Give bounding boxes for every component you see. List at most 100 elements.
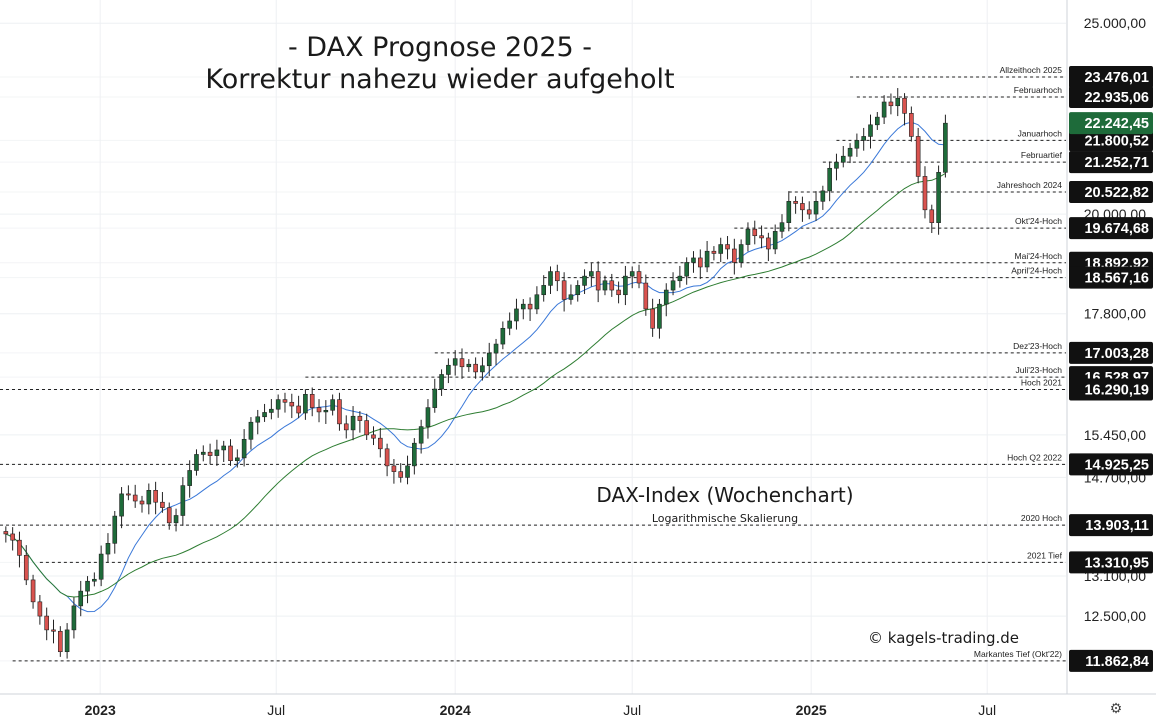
time-axis[interactable]: 2023 Jul 2024 Jul 2025 Jul: [85, 702, 997, 718]
candle: [480, 357, 485, 381]
candle: [132, 484, 138, 508]
current-price-label: 22.242,45: [1084, 116, 1149, 132]
candle-body: [582, 275, 587, 286]
candle-body: [58, 630, 63, 653]
candle: [697, 249, 703, 280]
candle: [745, 222, 751, 252]
candle: [323, 400, 329, 424]
candle-body: [269, 408, 274, 413]
level-name-label: Juli'23-Hoch: [1015, 365, 1062, 375]
candle: [589, 263, 594, 287]
level-name-label: Dez'23-Hoch: [1013, 341, 1062, 351]
candle-body: [248, 421, 254, 440]
level-price-badge: [1069, 341, 1153, 364]
candle-body: [3, 531, 9, 535]
candle: [827, 161, 832, 202]
candle-body: [663, 289, 669, 305]
level-price-badge: [1069, 85, 1153, 108]
level-price-badge: [1069, 66, 1153, 89]
candle: [330, 394, 335, 416]
candle: [875, 112, 880, 130]
candle: [289, 393, 295, 419]
candle: [663, 283, 669, 317]
candle: [568, 284, 574, 305]
candle: [534, 286, 540, 315]
time-tick-label: Jul: [623, 702, 641, 718]
candle-body: [160, 501, 165, 508]
candle: [595, 261, 601, 303]
candle-body: [793, 201, 798, 204]
candle-body: [432, 388, 438, 408]
price-axis[interactable]: 25.000,0020.000,0017.800,0015.450,0014.7…: [1069, 15, 1153, 672]
level-name-label: 2020 Hoch: [1021, 513, 1062, 523]
candle: [303, 389, 308, 420]
candle: [92, 572, 97, 587]
candle-body: [650, 308, 655, 329]
candle-body: [527, 303, 533, 310]
chart-title-line-1: - DAX Prognose 2025 -: [287, 32, 593, 63]
candle-body: [548, 271, 553, 286]
candle: [922, 166, 928, 219]
candle: [391, 459, 397, 484]
candle-body: [364, 420, 369, 436]
candle-body: [92, 578, 97, 582]
candle: [459, 348, 465, 379]
candle: [282, 392, 288, 413]
candle-body: [343, 423, 349, 431]
candle: [915, 127, 921, 184]
chart-subtitle-scale: Logarithmische Skalierung: [651, 512, 799, 525]
candle-body: [772, 231, 778, 250]
time-tick-label: 2023: [85, 702, 116, 718]
candle-body: [452, 358, 458, 366]
chart-subtitle: DAX-Index (Wochenchart): [596, 483, 854, 507]
candle-body: [915, 136, 921, 177]
chart-title-line-2: Korrektur nahezu wieder aufgeholt: [205, 64, 675, 95]
candle-body: [881, 101, 887, 118]
candle: [861, 127, 866, 151]
candle: [30, 574, 36, 609]
candle-body: [507, 320, 512, 329]
candle-body: [439, 374, 444, 390]
candle-body: [173, 515, 179, 524]
candle: [425, 399, 431, 439]
candle-body: [834, 161, 839, 169]
candle-body: [289, 401, 295, 407]
candle-body: [446, 364, 451, 375]
candle-body: [398, 471, 404, 478]
level-name-label: Okt'24-Hoch: [1015, 216, 1062, 226]
candle: [139, 495, 145, 513]
candle-body: [85, 580, 90, 592]
candle: [486, 342, 492, 377]
candlesticks: [3, 88, 948, 659]
candle: [58, 626, 63, 657]
candle-body: [929, 209, 935, 223]
candle-body: [112, 515, 118, 544]
candle: [943, 114, 948, 178]
candle-body: [282, 399, 288, 403]
candle-body: [78, 590, 84, 607]
candle-body: [187, 470, 192, 486]
candle: [235, 449, 240, 468]
candle: [582, 269, 587, 294]
candle: [269, 399, 274, 420]
candle-body: [534, 294, 540, 310]
candle-body: [98, 553, 104, 580]
candle: [643, 274, 649, 316]
candle: [446, 358, 451, 384]
candle: [786, 191, 792, 232]
candle-body: [207, 451, 213, 456]
candle: [820, 185, 826, 210]
candle-body: [64, 629, 70, 653]
candle: [881, 95, 887, 125]
candle-body: [480, 365, 485, 373]
candle-body: [275, 399, 281, 410]
candle: [71, 597, 77, 639]
candle-body: [337, 399, 342, 425]
price-tick-label: 25.000,00: [1084, 15, 1146, 31]
candle-body: [425, 407, 431, 427]
candle: [650, 298, 655, 337]
candle-body: [71, 605, 77, 631]
time-tick-label: 2025: [796, 702, 827, 718]
settings-gear-icon[interactable]: ⚙: [1109, 700, 1123, 716]
